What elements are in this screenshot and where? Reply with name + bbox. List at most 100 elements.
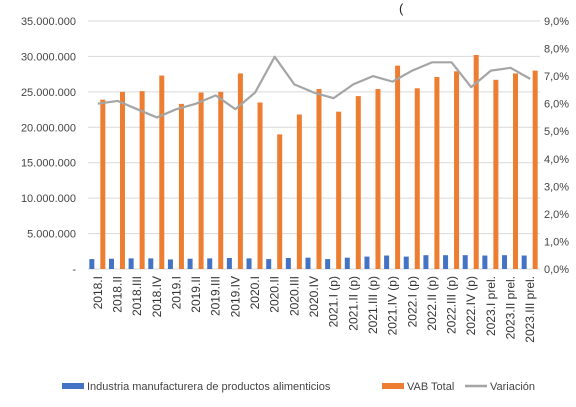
bar-vab-total <box>493 79 499 269</box>
bar-vab-total <box>513 73 519 269</box>
bar-alimenticios <box>167 259 173 269</box>
right-tick-label: 0,0% <box>544 264 569 276</box>
bar-alimenticios <box>128 258 134 269</box>
bar-alimenticios <box>384 255 390 269</box>
legend-label: Industria manufacturera de productos ali… <box>87 381 331 393</box>
bar-alimenticios <box>325 259 331 269</box>
bar-alimenticios <box>423 255 429 269</box>
bar-vab-total <box>198 92 204 270</box>
right-tick-label: 8,0% <box>544 44 569 56</box>
right-tick-label: 2,0% <box>544 209 569 221</box>
bar-vab-total <box>119 91 125 269</box>
right-tick-label: 6,0% <box>544 99 569 111</box>
left-tick-label: 20.000.000 <box>21 122 76 134</box>
x-category-label: 2022.II (p) <box>425 276 439 331</box>
top-cut-text: ( <box>399 1 404 16</box>
bar-alimenticios <box>207 258 213 269</box>
bar-vab-total <box>532 70 538 269</box>
bar-alimenticios <box>226 258 232 269</box>
bar-alimenticios <box>521 255 527 269</box>
bar-alimenticios <box>403 256 409 269</box>
bar-vab-total <box>395 65 401 269</box>
bar-alimenticios <box>148 258 154 269</box>
legend: Industria manufacturera de productos ali… <box>62 381 535 393</box>
x-category-label: 2020.IV <box>307 276 321 317</box>
line-variacion <box>97 55 531 119</box>
x-category-label: 2021.III (p) <box>366 276 380 334</box>
bar-vab-total <box>434 76 440 269</box>
gridlines <box>88 20 540 270</box>
bar-alimenticios <box>364 256 370 269</box>
x-category-label: 2018.I <box>91 276 105 309</box>
right-tick-label: 4,0% <box>544 154 569 166</box>
bar-vab-total <box>237 73 243 269</box>
left-axis-ticks: - 5.000.000 10.000.000 15.000.000 20.000.000… <box>21 16 76 276</box>
bar-alimenticios <box>462 255 468 269</box>
bar-vab-total <box>218 91 224 269</box>
legend-label: VAB Total <box>407 381 454 393</box>
bar-vab-total <box>375 89 381 269</box>
x-category-label: 2018.II <box>110 276 124 313</box>
bar-vab-total <box>336 111 342 269</box>
right-tick-label: 5,0% <box>544 126 569 138</box>
bar-vab-total <box>277 134 283 269</box>
bar-alimenticios <box>482 255 488 269</box>
x-category-label: 2023.III prel. <box>523 276 537 343</box>
bar-vab-total <box>178 103 184 269</box>
x-category-label: 2020.III <box>287 276 301 316</box>
bar-alimenticios <box>502 255 508 269</box>
left-tick-label: 25.000.000 <box>21 87 76 99</box>
x-category-label: 2020.II <box>268 276 282 313</box>
x-category-label: 2019.IV <box>228 276 242 317</box>
bar-alimenticios <box>89 259 95 269</box>
right-tick-label: 3,0% <box>544 181 569 193</box>
x-category-label: 2023.I prel. <box>484 276 498 336</box>
right-axis-ticks: 0,0% 1,0% 2,0% 3,0% 4,0% 5,0% 6,0% 7,0% 8,0% 9,0% <box>544 16 569 276</box>
bar-alimenticios <box>108 258 114 269</box>
x-category-label: 2022.IV (p) <box>464 276 478 335</box>
bar-vab-total <box>257 102 263 269</box>
bar-vab-total <box>355 96 361 269</box>
bar-alimenticios <box>344 257 350 269</box>
line-series <box>97 55 531 119</box>
right-tick-label: 7,0% <box>544 71 569 83</box>
left-tick-label: 5.000.000 <box>27 229 76 241</box>
bar-vab-total <box>316 89 322 269</box>
bar-vab-total <box>296 114 302 269</box>
bar-alimenticios <box>443 255 449 269</box>
bar-alimenticios <box>305 257 311 269</box>
legend-swatch <box>382 383 404 389</box>
bar-alimenticios <box>266 259 272 269</box>
left-tick-label: 35.000.000 <box>21 16 76 28</box>
bar-vab-total <box>414 88 420 269</box>
left-tick-label: 30.000.000 <box>21 51 76 63</box>
legend-swatch <box>62 383 84 389</box>
bar-vab-total <box>454 71 460 270</box>
legend-label: Variación <box>490 381 535 393</box>
bar-vab-total <box>139 91 145 269</box>
x-category-label: 2020.I <box>248 276 262 309</box>
x-category-label: 2022.I (p) <box>405 276 419 327</box>
bar-vab-total <box>159 75 165 269</box>
right-tick-label: 9,0% <box>544 16 569 28</box>
x-category-label: 2021.I (p) <box>327 276 341 327</box>
bar-alimenticios <box>246 258 252 269</box>
x-category-label: 2018.IV <box>150 276 164 317</box>
bar-series <box>89 55 538 270</box>
x-category-label: 2022.III (p) <box>445 276 459 334</box>
left-tick-label: 15.000.000 <box>21 158 76 170</box>
x-category-label: 2021.II (p) <box>346 276 360 331</box>
x-category-label: 2019.I <box>169 276 183 309</box>
left-tick-label: 10.000.000 <box>21 193 76 205</box>
bar-alimenticios <box>187 258 193 269</box>
x-axis-categories: 2018.I 2018.II 2018.III 2018.IV 2019.I 2019.I… <box>91 276 537 343</box>
left-tick-label: - <box>72 264 76 276</box>
bar-alimenticios <box>285 258 291 269</box>
x-category-label: 2021.IV (p) <box>386 276 400 335</box>
right-tick-label: 1,0% <box>544 236 569 248</box>
x-category-label: 2019.III <box>209 276 223 316</box>
x-category-label: 2018.III <box>130 276 144 316</box>
bar-vab-total <box>473 55 479 269</box>
x-category-label: 2019.II <box>189 276 203 313</box>
